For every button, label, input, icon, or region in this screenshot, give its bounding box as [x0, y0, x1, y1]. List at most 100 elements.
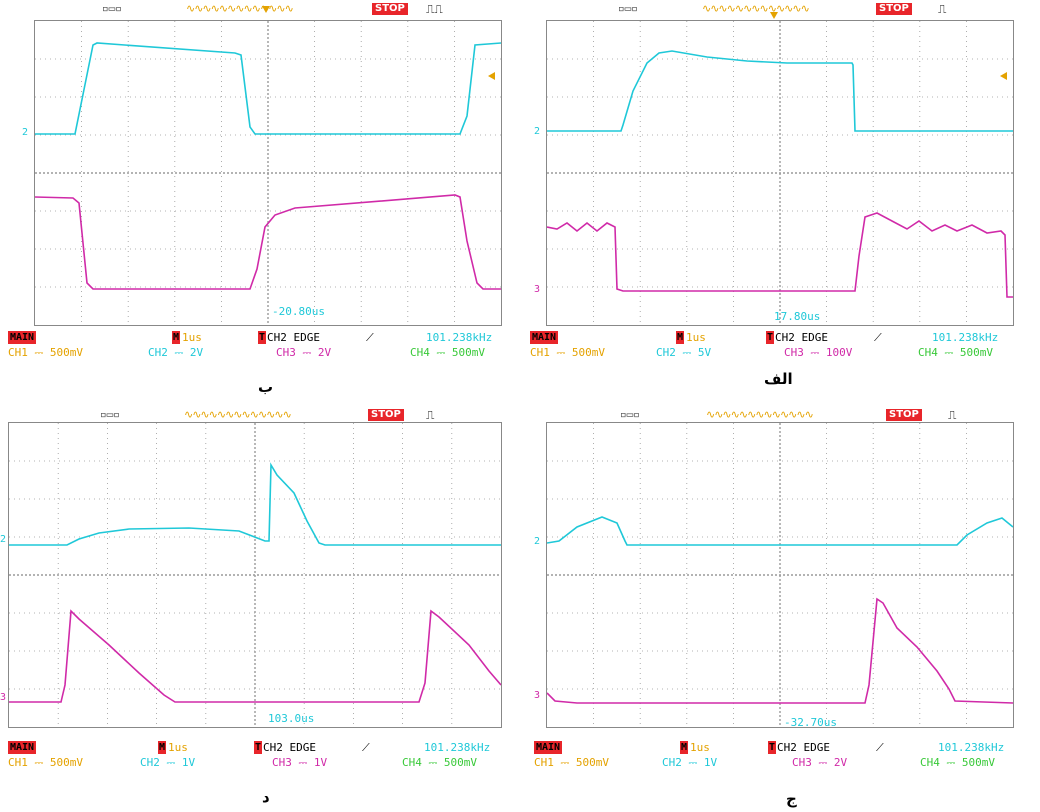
scope-top-bar: ▫▭▫ ∿∿∿∿∿∿∿∿∿∿∿∿∿ STOP ⎍ — [520, 0, 1040, 20]
timebase-label: 1us — [690, 741, 710, 754]
figure-caption: د — [262, 788, 270, 806]
edge-icon: ⟋ — [362, 741, 370, 754]
trigger-pulse-icon: ⎍ — [948, 408, 957, 422]
ch3-trace — [547, 212, 1013, 298]
frequency-readout: 101.238kHz — [426, 331, 493, 344]
stop-badge: STOP — [876, 3, 912, 15]
waveform-icon: ∿∿∿∿∿∿∿∿∿∿∿∿∿ — [186, 2, 294, 15]
timebase-label: 1us — [686, 331, 706, 344]
ch3-trace — [547, 597, 1013, 704]
scope-top-bar: ▫▭▫ ∿∿∿∿∿∿∿∿∿∿∿∿∿ STOP ⎍⎍ — [0, 0, 520, 20]
scope-screen — [34, 20, 502, 326]
m-tag: M — [676, 331, 685, 344]
ch2-trace — [547, 50, 1013, 132]
t-tag: T — [768, 741, 777, 754]
ch1-label: CH1 ⎓ 500mV — [8, 346, 84, 359]
scope-panel-jim: ▫▭▫ ∿∿∿∿∿∿∿∿∿∿∿∿∿ STOP ⎍ 2 3 -32.70us MA… — [520, 406, 1040, 812]
t-tag: T — [766, 331, 775, 344]
m-tag: M — [172, 331, 181, 344]
ch4-label: CH4 ⎓ 500mV — [918, 346, 994, 359]
scope-screen — [546, 20, 1014, 326]
time-offset-readout: -32.70us — [784, 716, 837, 729]
trigger-pulse-icon: ⎍ — [938, 2, 947, 16]
frequency-readout: 101.238kHz — [424, 741, 491, 754]
ch3-trace — [35, 194, 501, 290]
ch2-trace — [9, 462, 501, 546]
ch2-label: CH2 ⎓ 5V — [656, 346, 712, 359]
ch2-trace — [547, 516, 1013, 546]
stop-badge: STOP — [372, 3, 408, 15]
edge-icon: ⟋ — [366, 331, 374, 344]
scope-status-bar: MAIN M 1us T CH2 EDGE ⟋ 101.238kHz CH1 ⎓… — [0, 740, 520, 772]
trigger-label: CH2 EDGE — [777, 741, 830, 754]
waveform-display — [9, 423, 501, 727]
frequency-readout: 101.238kHz — [938, 741, 1005, 754]
main-tag: MAIN — [8, 331, 37, 344]
scope-status-bar: MAIN M 1us T CH2 EDGE ⟋ 101.238kHz CH1 ⎓… — [0, 330, 520, 362]
m-tag: M — [158, 741, 167, 754]
ch3-trace — [9, 609, 501, 703]
waveform-icon: ∿∿∿∿∿∿∿∿∿∿∿∿∿ — [702, 2, 810, 15]
usb-icon: ▫▭▫ — [620, 408, 640, 421]
ch1-label: CH1 ⎓ 500mV — [534, 756, 610, 769]
edge-icon: ⟋ — [876, 741, 884, 754]
scope-panel-alef: ▫▭▫ ∿∿∿∿∿∿∿∿∿∿∿∿∿ STOP ⎍ 2 3 17.80us MAI… — [520, 0, 1040, 406]
t-tag: T — [258, 331, 267, 344]
ch3-label: CH3 ⎓ 100V — [784, 346, 853, 359]
trigger-position-marker — [770, 12, 778, 19]
trigger-label: CH2 EDGE — [263, 741, 316, 754]
time-offset-readout: 103.0us — [268, 712, 315, 725]
main-tag: MAIN — [530, 331, 559, 344]
t-tag: T — [254, 741, 263, 754]
ch1-label: CH1 ⎓ 500mV — [8, 756, 84, 769]
scope-top-bar: ▫▭▫ ∿∿∿∿∿∿∿∿∿∿∿∿∿ STOP ⎍ — [0, 406, 520, 426]
ch3-ground-marker: 3 — [534, 284, 541, 295]
main-tag: MAIN — [534, 741, 563, 754]
ch2-ground-marker: 2 — [22, 127, 29, 138]
ch2-label: CH2 ⎓ 1V — [662, 756, 718, 769]
ch3-label: CH3 ⎓ 2V — [276, 346, 332, 359]
usb-icon: ▫▭▫ — [618, 2, 638, 15]
ch2-label: CH2 ⎓ 2V — [148, 346, 204, 359]
ch3-ground-marker: 3 — [534, 690, 541, 701]
scope-panel-dal: ▫▭▫ ∿∿∿∿∿∿∿∿∿∿∿∿∿ STOP ⎍ 2 3 103.0us MAI… — [0, 406, 520, 812]
usb-icon: ▫▭▫ — [102, 2, 122, 15]
ch3-label: CH3 ⎓ 1V — [272, 756, 328, 769]
frequency-readout: 101.238kHz — [932, 331, 999, 344]
usb-icon: ▫▭▫ — [100, 408, 120, 421]
stop-badge: STOP — [886, 409, 922, 421]
figure-caption: الف — [764, 370, 793, 388]
timebase-label: 1us — [182, 331, 202, 344]
trigger-position-marker — [262, 6, 270, 13]
trigger-level-marker — [488, 72, 495, 80]
waveform-display — [35, 21, 501, 325]
scope-top-bar: ▫▭▫ ∿∿∿∿∿∿∿∿∿∿∿∿∿ STOP ⎍ — [520, 406, 1040, 426]
scope-screen — [8, 422, 502, 728]
ch1-label: CH1 ⎓ 500mV — [530, 346, 606, 359]
waveform-icon: ∿∿∿∿∿∿∿∿∿∿∿∿∿ — [184, 408, 292, 421]
ch3-ground-marker: 3 — [0, 692, 7, 703]
trigger-pulse-icon: ⎍⎍ — [426, 2, 443, 16]
scope-panel-b: ▫▭▫ ∿∿∿∿∿∿∿∿∿∿∿∿∿ STOP ⎍⎍ 2 -20.80us MAI… — [0, 0, 520, 406]
time-offset-readout: -20.80us — [272, 305, 325, 318]
ch2-ground-marker: 2 — [534, 126, 541, 137]
ch4-label: CH4 ⎓ 500mV — [410, 346, 486, 359]
trigger-pulse-icon: ⎍ — [426, 408, 435, 422]
figure-caption: ب — [258, 378, 274, 396]
ch2-trace — [35, 42, 501, 135]
waveform-display — [547, 423, 1013, 727]
scope-screen — [546, 422, 1014, 728]
main-tag: MAIN — [8, 741, 37, 754]
stop-badge: STOP — [368, 409, 404, 421]
scope-status-bar: MAIN M 1us T CH2 EDGE ⟋ 101.238kHz CH1 ⎓… — [520, 330, 1040, 362]
trigger-label: CH2 EDGE — [775, 331, 828, 344]
trigger-level-marker — [1000, 72, 1007, 80]
ch2-label: CH2 ⎓ 1V — [140, 756, 196, 769]
timebase-label: 1us — [168, 741, 188, 754]
time-offset-readout: 17.80us — [774, 310, 821, 323]
ch4-label: CH4 ⎓ 500mV — [920, 756, 996, 769]
trigger-label: CH2 EDGE — [267, 331, 320, 344]
edge-icon: ⟋ — [874, 331, 882, 344]
scope-status-bar: MAIN M 1us T CH2 EDGE ⟋ 101.238kHz CH1 ⎓… — [520, 740, 1040, 772]
waveform-display — [547, 21, 1013, 325]
